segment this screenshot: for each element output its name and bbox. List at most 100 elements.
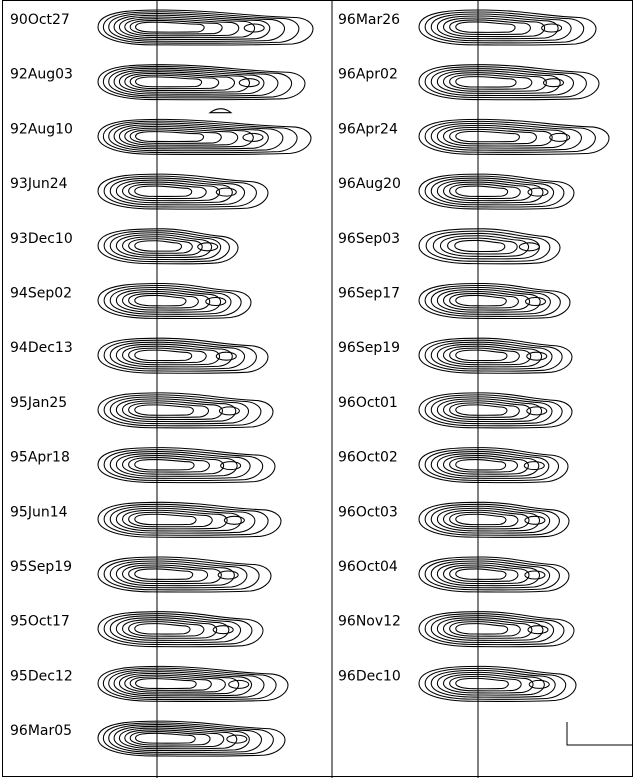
contour-line xyxy=(109,451,251,479)
epoch-panel: 96Sep19 xyxy=(338,337,573,374)
epoch-panel: 94Sep02 xyxy=(10,282,252,320)
contour-line xyxy=(454,239,506,253)
contour-line xyxy=(449,292,519,309)
contour-line xyxy=(430,615,555,644)
contour-line xyxy=(455,76,517,88)
epoch-panel: 96Nov12 xyxy=(338,611,575,648)
contour-line xyxy=(442,126,553,147)
contour-line xyxy=(134,623,191,635)
contour-line xyxy=(115,453,238,477)
contour-line xyxy=(97,282,252,320)
contour-line xyxy=(442,345,532,366)
contour-line xyxy=(436,124,568,149)
contour-line xyxy=(121,509,228,530)
contour-line xyxy=(108,122,284,152)
contour-line xyxy=(436,671,545,696)
contour-line xyxy=(129,676,212,691)
contour-line xyxy=(442,455,529,475)
tail-knot-contour xyxy=(205,296,227,307)
contour-line xyxy=(436,15,559,40)
contour-line xyxy=(455,513,507,526)
contour-line xyxy=(109,341,246,370)
tail-knot-contour xyxy=(524,296,547,307)
contour-line xyxy=(121,619,218,639)
epoch-label: 96Oct02 xyxy=(338,450,398,466)
epoch-label: 96Sep17 xyxy=(338,286,400,302)
contour-line xyxy=(418,447,569,484)
contour-line xyxy=(113,671,253,697)
contour-line xyxy=(124,674,226,693)
contour-line xyxy=(442,509,530,530)
contour-line xyxy=(118,672,240,695)
contour-line xyxy=(118,125,254,148)
contour-line xyxy=(109,232,222,261)
contour-line xyxy=(455,404,508,416)
contour-line xyxy=(455,21,516,33)
epoch-panel: 94Dec13 xyxy=(10,337,269,374)
tail-knot-contour xyxy=(197,242,219,252)
contour-line xyxy=(97,228,239,265)
epoch-label: 95Apr18 xyxy=(10,450,70,466)
tail-knot-contour xyxy=(223,515,245,525)
contour-line xyxy=(103,503,269,536)
contour-line xyxy=(455,623,509,635)
contour-line xyxy=(135,76,203,88)
contour-line xyxy=(436,453,540,477)
contour-line xyxy=(455,568,507,580)
epoch-panel: 93Jun24 xyxy=(10,173,269,210)
contour-line xyxy=(128,511,213,528)
contour-line xyxy=(108,67,279,97)
epoch-label: 94Sep02 xyxy=(10,286,72,302)
contour-line xyxy=(129,731,211,746)
tail-knot-contour xyxy=(527,187,549,197)
contour-line xyxy=(430,177,555,206)
epoch-label: 93Jun24 xyxy=(10,176,68,192)
contour-line xyxy=(424,667,567,700)
tail-knot-contour xyxy=(518,242,540,252)
epoch-label: 94Dec13 xyxy=(10,340,73,356)
contour-line xyxy=(97,665,289,702)
contour-line xyxy=(449,566,519,583)
epoch-label: 96Nov12 xyxy=(338,614,401,630)
right-column: 96Mar26 96Apr02 96Apr24 96Aug20 96Sep03 96Sep… xyxy=(338,9,610,702)
contour-line xyxy=(442,564,530,585)
tail-knot-contour xyxy=(238,78,260,88)
contour-line xyxy=(118,16,256,39)
epoch-label: 92Aug03 xyxy=(10,67,73,83)
contour-line xyxy=(430,341,553,370)
contour-line xyxy=(430,505,551,534)
epoch-label: 95Jun14 xyxy=(10,504,68,520)
contour-line xyxy=(118,71,251,93)
contour-line xyxy=(97,64,306,101)
epoch-panel: 93Dec10 xyxy=(10,228,239,265)
contour-line xyxy=(418,556,570,593)
contour-line xyxy=(103,284,242,317)
contour-line xyxy=(447,237,518,255)
epoch-panel: 96Oct03 xyxy=(338,501,570,538)
contour-line xyxy=(135,732,196,744)
contour-line xyxy=(103,394,262,427)
contour-line xyxy=(424,66,587,99)
epoch-panel: 96Dec10 xyxy=(338,665,577,702)
contour-line xyxy=(121,181,221,202)
contour-line xyxy=(124,729,225,748)
contour-line xyxy=(115,617,230,641)
contour-line xyxy=(449,511,519,528)
epoch-panel: 96Oct04 xyxy=(338,556,570,593)
contour-line xyxy=(134,568,194,580)
contour-line xyxy=(449,347,520,364)
contour-line xyxy=(135,131,205,143)
contour-line xyxy=(128,292,199,309)
contour-line xyxy=(442,72,547,92)
contour-line xyxy=(449,74,533,90)
contour-line xyxy=(128,457,210,473)
contour-line xyxy=(97,501,282,538)
contour-line xyxy=(134,349,193,362)
contour-line xyxy=(430,451,550,479)
contour-line xyxy=(109,615,242,644)
contour-line xyxy=(134,294,187,307)
epoch-panel: 95Oct17 xyxy=(10,611,264,648)
contour-line xyxy=(134,404,194,416)
